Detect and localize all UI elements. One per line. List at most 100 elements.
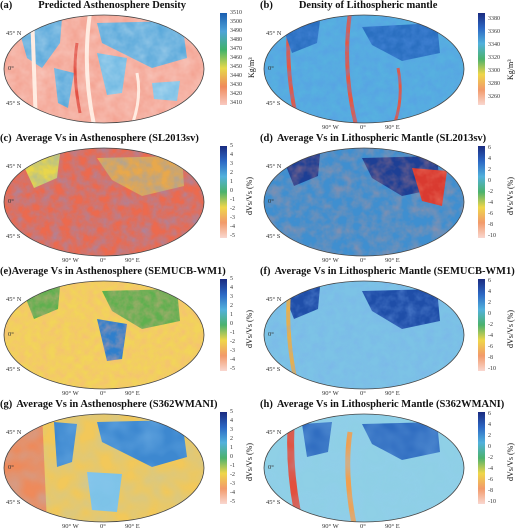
colorbar-tick: -1 xyxy=(230,463,235,469)
panel-c: (c) Average Vs in Asthenosphere (SL2013sv… xyxy=(0,133,260,264)
colorbar-tick: -4 xyxy=(488,200,493,206)
lat-label: 0° xyxy=(268,198,274,205)
panel-b: (b) Density of Lithospheric mantle 45° N … xyxy=(260,0,520,131)
lon-label: 90° E xyxy=(125,390,140,397)
lat-label: 0° xyxy=(8,464,14,471)
panel-c-title: (c) Average Vs in Asthenosphere (SL2013sv… xyxy=(0,133,199,144)
colorbar-tick: 0 xyxy=(488,444,491,450)
colorbar-tick: 5 xyxy=(230,143,233,149)
colorbar-tick: -4 xyxy=(230,357,235,363)
density-map-asthenosphere xyxy=(3,14,205,124)
colorbar-tick: 1 xyxy=(230,445,233,451)
panel-e-title: (e)Average Vs in Asthenosphere (SEMUCB-W… xyxy=(0,266,226,277)
colorbar-tick: -10 xyxy=(488,233,496,239)
vs-map-semucb-lithosphere xyxy=(263,280,465,390)
lat-label: 45° N xyxy=(6,296,22,303)
vs-map-semucb-asthenosphere xyxy=(3,280,205,390)
colorbar-tick: -3 xyxy=(230,481,235,487)
colorbar-tick: -3 xyxy=(230,215,235,221)
colorbar-tick: -1 xyxy=(230,330,235,336)
lon-label: 0° xyxy=(100,523,106,530)
colorbar-tick: 3440 xyxy=(230,73,242,79)
panel-letter: (f) xyxy=(260,266,271,277)
lon-label: 90° W xyxy=(62,257,79,264)
colorbar-tick: -2 xyxy=(230,339,235,345)
colorbar-tick: 4 xyxy=(230,285,233,291)
colorbar xyxy=(220,412,227,504)
panel-letter: (d) xyxy=(260,133,273,144)
lat-label: 45° S xyxy=(6,100,21,107)
colorbar-tick: -4 xyxy=(230,224,235,230)
colorbar-tick: -10 xyxy=(488,366,496,372)
lon-label: 90° E xyxy=(125,523,140,530)
panel-h: (h) Average Vs in Lithospheric Mantle (S3… xyxy=(260,399,520,530)
lat-label: 45° S xyxy=(266,100,281,107)
colorbar-tick: 4 xyxy=(488,422,491,428)
lat-label: 0° xyxy=(268,331,274,338)
panel-letter: (h) xyxy=(260,399,273,410)
panel-title-text: Predicted Asthenosphere Density xyxy=(38,0,187,11)
colorbar-tick: 3500 xyxy=(230,19,242,25)
colorbar-tick: 3470 xyxy=(230,46,242,52)
lon-label: 0° xyxy=(100,390,106,397)
colorbar-tick: 3490 xyxy=(230,28,242,34)
colorbar-tick: 3450 xyxy=(230,64,242,70)
colorbar-unit: Kg/m³ xyxy=(247,57,256,78)
lat-label: 45° S xyxy=(6,233,21,240)
lon-label: 90° W xyxy=(322,124,339,131)
lat-label: 45° N xyxy=(266,429,282,436)
colorbar-tick: 3410 xyxy=(230,100,242,106)
vs-map-sl2013sv-asthenosphere xyxy=(3,147,205,257)
colorbar-tick: -5 xyxy=(230,366,235,372)
colorbar-tick: -5 xyxy=(230,233,235,239)
lat-label: 0° xyxy=(268,464,274,471)
panel-g-title: (g) Average Vs in Asthenosphere (S362WMAN… xyxy=(0,399,218,410)
colorbar-tick: -6 xyxy=(488,477,493,483)
colorbar-tick: 4 xyxy=(488,289,491,295)
colorbar xyxy=(220,13,227,105)
colorbar-tick: 3320 xyxy=(488,55,500,61)
lat-label: 0° xyxy=(8,65,14,72)
lat-label: 45° N xyxy=(266,296,282,303)
colorbar-tick: 3340 xyxy=(488,42,500,48)
vs-map-s362wmani-lithosphere xyxy=(263,413,465,523)
colorbar-unit: dVs/Vs (%) xyxy=(506,310,515,348)
colorbar-tick: -4 xyxy=(488,333,493,339)
colorbar-unit: dVs/Vs (%) xyxy=(506,443,515,481)
colorbar-tick: 5 xyxy=(230,276,233,282)
colorbar-tick: -8 xyxy=(488,355,493,361)
panel-title-text: Average Vs in Lithospheric Mantle (S362W… xyxy=(276,399,505,410)
colorbar-tick: -6 xyxy=(488,344,493,350)
colorbar-tick: -2 xyxy=(488,189,493,195)
lon-label: 0° xyxy=(360,523,366,530)
colorbar-tick: 6 xyxy=(488,411,491,417)
panel-letter: (a) xyxy=(0,0,13,11)
colorbar-tick: 3300 xyxy=(488,68,500,74)
colorbar-tick: 2 xyxy=(488,167,491,173)
panel-title-text: Average Vs in Asthenosphere (SL2013sv) xyxy=(15,133,199,144)
colorbar xyxy=(478,279,485,371)
colorbar-unit: dVs/Vs (%) xyxy=(245,443,254,481)
colorbar-tick: -2 xyxy=(488,322,493,328)
colorbar-tick: 3260 xyxy=(488,94,500,100)
colorbar-tick: 3480 xyxy=(230,37,242,43)
panel-letter: (b) xyxy=(260,0,273,11)
colorbar-tick: 6 xyxy=(488,278,491,284)
colorbar-tick: 3360 xyxy=(488,29,500,35)
colorbar-tick: 6 xyxy=(488,145,491,151)
panel-letter: (c) xyxy=(0,133,12,144)
colorbar-tick: -4 xyxy=(230,490,235,496)
colorbar-tick: -6 xyxy=(488,211,493,217)
colorbar-tick: 2 xyxy=(230,303,233,309)
colorbar-tick: 3420 xyxy=(230,91,242,97)
colorbar-tick: -10 xyxy=(488,499,496,505)
lon-label: 0° xyxy=(360,257,366,264)
colorbar-tick: 3 xyxy=(230,294,233,300)
panel-title-text: Average Vs in Asthenosphere (S362WMANI) xyxy=(16,399,218,410)
panel-a: (a) Predicted Asthenosphere Density 45° N… xyxy=(0,0,260,130)
colorbar-unit: dVs/Vs (%) xyxy=(245,310,254,348)
colorbar-tick: 4 xyxy=(230,152,233,158)
colorbar-tick: 0 xyxy=(230,321,233,327)
colorbar-tick: 2 xyxy=(230,170,233,176)
vs-map-s362wmani-asthenosphere xyxy=(3,413,205,523)
